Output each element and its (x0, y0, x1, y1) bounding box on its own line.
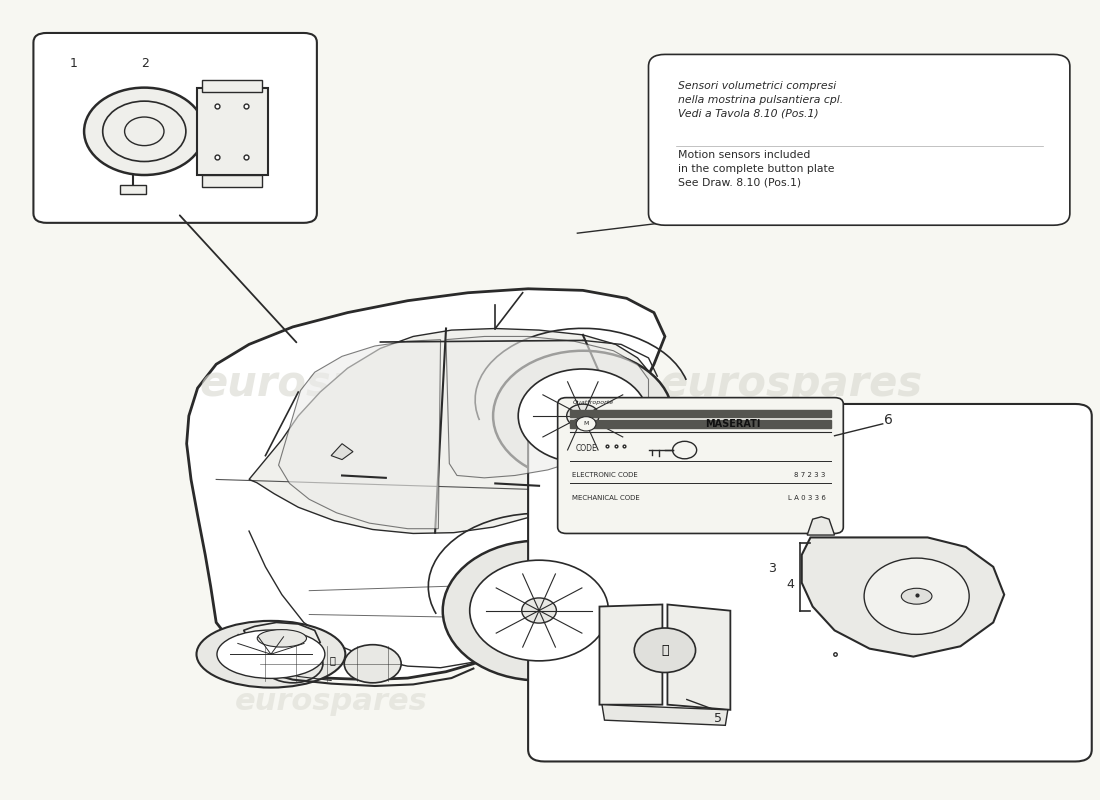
Bar (202, 175, 263, 187)
Text: 2: 2 (141, 57, 149, 70)
Text: MECHANICAL CODE: MECHANICAL CODE (572, 494, 639, 501)
Polygon shape (802, 538, 1004, 657)
Ellipse shape (263, 645, 323, 683)
Bar (197, 88, 268, 175)
Circle shape (518, 369, 648, 462)
Circle shape (865, 558, 969, 634)
Polygon shape (570, 420, 832, 428)
Text: 3: 3 (768, 562, 777, 575)
Polygon shape (570, 410, 832, 417)
Polygon shape (602, 705, 728, 726)
Circle shape (635, 628, 695, 673)
Text: Sensori volumetrici compresi
nella mostrina pulsantiera cpl.
Vedi a Tavola 8.10 : Sensori volumetrici compresi nella mostr… (678, 81, 844, 118)
Text: 🔱: 🔱 (329, 654, 336, 665)
Text: 5: 5 (714, 712, 723, 725)
Ellipse shape (257, 630, 307, 647)
Text: M: M (583, 422, 588, 426)
Text: Quattroporte: Quattroporte (573, 400, 614, 405)
Text: ELECTRONIC CODE: ELECTRONIC CODE (572, 472, 638, 478)
Text: 8 7 2 3 3: 8 7 2 3 3 (794, 472, 826, 478)
Polygon shape (187, 289, 664, 680)
Polygon shape (600, 605, 662, 705)
Circle shape (566, 404, 600, 428)
Text: eurospares: eurospares (234, 687, 428, 716)
Ellipse shape (344, 645, 402, 683)
Polygon shape (278, 340, 441, 529)
Polygon shape (807, 517, 835, 535)
Text: 4: 4 (786, 578, 794, 591)
FancyBboxPatch shape (649, 54, 1070, 226)
Polygon shape (446, 337, 649, 478)
Circle shape (84, 88, 205, 175)
Polygon shape (249, 329, 656, 534)
Ellipse shape (901, 588, 932, 604)
FancyBboxPatch shape (33, 33, 317, 223)
Polygon shape (331, 444, 353, 459)
Text: eurospares: eurospares (199, 363, 463, 405)
Text: MASERATI: MASERATI (705, 419, 760, 429)
Text: CODE: CODE (575, 444, 597, 453)
Bar (202, 80, 263, 91)
Circle shape (576, 417, 596, 431)
Circle shape (442, 541, 636, 681)
FancyBboxPatch shape (528, 404, 1091, 762)
Circle shape (470, 560, 608, 661)
Polygon shape (668, 605, 730, 710)
Circle shape (521, 598, 557, 623)
Text: Motion sensors included
in the complete button plate
See Draw. 8.10 (Pos.1): Motion sensors included in the complete … (678, 150, 835, 188)
FancyBboxPatch shape (558, 398, 844, 534)
Text: L A 0 3 3 6: L A 0 3 3 6 (788, 494, 826, 501)
Ellipse shape (217, 630, 324, 678)
Text: eurospares: eurospares (694, 687, 888, 716)
Bar (120, 185, 146, 194)
Circle shape (672, 442, 696, 458)
Text: 1: 1 (70, 57, 78, 70)
Text: 🔱: 🔱 (661, 644, 669, 657)
Text: eurospares: eurospares (659, 363, 922, 405)
Ellipse shape (197, 621, 345, 687)
Circle shape (493, 350, 672, 481)
Polygon shape (243, 622, 320, 653)
Text: 6: 6 (883, 413, 893, 427)
